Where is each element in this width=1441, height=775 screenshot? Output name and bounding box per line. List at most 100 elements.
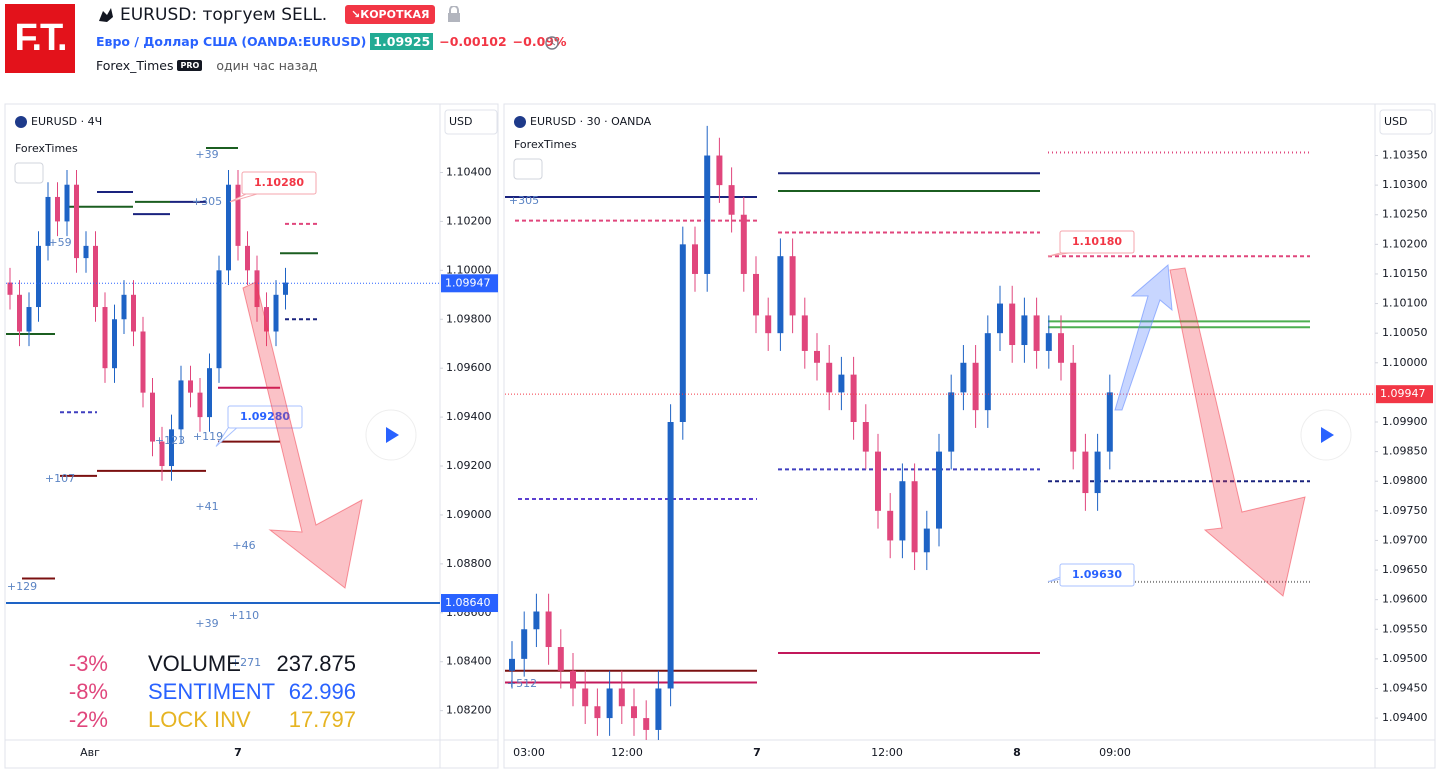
candle-body: [753, 273, 759, 316]
candle-body: [911, 481, 918, 553]
collapse-button[interactable]: [14, 162, 44, 184]
header: F.T. EURUSD: торгуем SELL. ↘КОРОТКАЯ Евр…: [0, 0, 1441, 100]
y-tick-label: 1.10150: [1382, 267, 1428, 280]
candle-body: [121, 294, 127, 320]
arrow: [1114, 263, 1173, 411]
symbol-code[interactable]: (OANDA:EURUSD): [241, 34, 367, 49]
candle-body: [235, 184, 241, 246]
price: 1.09925: [370, 33, 434, 50]
currency: USD: [449, 115, 473, 128]
callout-label: 1.09280: [240, 410, 290, 423]
annotation: +107: [45, 472, 75, 485]
candle-body: [875, 451, 881, 511]
candle-body: [570, 670, 576, 689]
bull-icon: [99, 8, 113, 22]
alarm-icon[interactable]: [543, 33, 563, 51]
candle-body: [216, 270, 222, 369]
panel-frame: [4, 103, 499, 769]
stat-value: 237.875: [276, 651, 356, 676]
y-tick-label: 1.09400: [1382, 711, 1428, 724]
candle-body: [55, 196, 60, 222]
candle-body: [83, 245, 89, 259]
candle-body: [226, 184, 231, 271]
y-tick-label: 1.10350: [1382, 149, 1428, 162]
candle-body: [984, 333, 991, 411]
candle-body: [655, 688, 662, 730]
candle-body: [245, 245, 250, 271]
y-tick-label: 1.09750: [1382, 504, 1428, 517]
price-tag-label: 1.09947: [445, 276, 491, 289]
candle-body: [45, 196, 51, 246]
candle-body: [826, 362, 833, 393]
collapse-button[interactable]: [513, 158, 543, 180]
candle-body: [26, 307, 32, 332]
candle-body: [960, 362, 967, 393]
author[interactable]: Forex_Times: [96, 58, 174, 73]
annotation: +41: [195, 500, 218, 513]
candle-body: [850, 374, 857, 422]
candle-body: [862, 422, 869, 452]
x-tick-label: 7: [234, 746, 242, 759]
logo: F.T.: [5, 4, 75, 73]
stat-label: SENTIMENT: [148, 679, 275, 704]
currency: USD: [1384, 115, 1408, 128]
candle-body: [789, 256, 796, 316]
play-icon: [386, 427, 399, 443]
y-tick-label: 1.09850: [1382, 445, 1428, 458]
candle-body: [679, 244, 686, 422]
y-tick-label: 1.09200: [446, 459, 492, 472]
y-tick-label: 1.09800: [1382, 474, 1428, 487]
stat-label: VOLUME: [148, 651, 241, 676]
plot: [505, 125, 1310, 740]
candle-body: [618, 688, 625, 707]
symbol-line: Евро / Доллар США (OANDA:EURUSD) 1.09925 −0…: [96, 33, 567, 50]
symbol-icon: [514, 116, 526, 128]
symbol-name[interactable]: Евро / Доллар США: [96, 34, 238, 49]
candle-body: [1009, 303, 1016, 346]
candle-body: [1070, 362, 1077, 452]
x-tick-label: 12:00: [611, 746, 643, 759]
y-tick-label: 1.09600: [1382, 593, 1428, 606]
symbol-icon: [15, 116, 27, 128]
y-tick-label: 1.10400: [446, 165, 492, 178]
y-tick-label: 1.09450: [1382, 681, 1428, 694]
y-tick-label: 1.09500: [1382, 652, 1428, 665]
candle-body: [972, 362, 979, 411]
currency-box: [444, 109, 498, 135]
y-tick-label: 1.09550: [1382, 622, 1428, 635]
candle-body: [283, 282, 288, 295]
plot: [6, 147, 440, 605]
stat-value: 62.996: [289, 679, 356, 704]
candle-body: [74, 184, 79, 259]
candle-body: [102, 307, 108, 369]
candle-body: [188, 380, 193, 393]
candle-body: [7, 282, 13, 295]
arrow: [1169, 267, 1306, 597]
arrow: [242, 281, 363, 589]
y-tick-label: 1.09900: [1382, 415, 1428, 428]
candle-body: [1094, 451, 1101, 494]
pro-badge: PRO: [177, 60, 203, 71]
candle-body: [948, 392, 955, 452]
play-buttons: [365, 409, 1352, 461]
candle-body: [178, 380, 184, 430]
candle-body: [1058, 333, 1064, 363]
candle-body: [728, 185, 735, 215]
candle-body: [704, 155, 711, 274]
annotation: +46: [232, 539, 255, 552]
callout-box: [227, 405, 303, 429]
candle-body: [582, 688, 589, 707]
indicator-label: ForexTimes: [15, 142, 78, 155]
candle-body: [557, 647, 564, 671]
candle-body: [1033, 315, 1040, 351]
author-line: Forex_Times PRO один час назад: [96, 58, 318, 73]
candle-body: [887, 510, 894, 541]
idea-title: EURUSD: торгуем SELL.: [120, 5, 328, 25]
candle-body: [765, 315, 772, 334]
stat-pct: -2%: [69, 707, 108, 732]
candle-body: [936, 451, 942, 529]
candle-body: [159, 441, 165, 467]
candle-body: [36, 245, 41, 308]
